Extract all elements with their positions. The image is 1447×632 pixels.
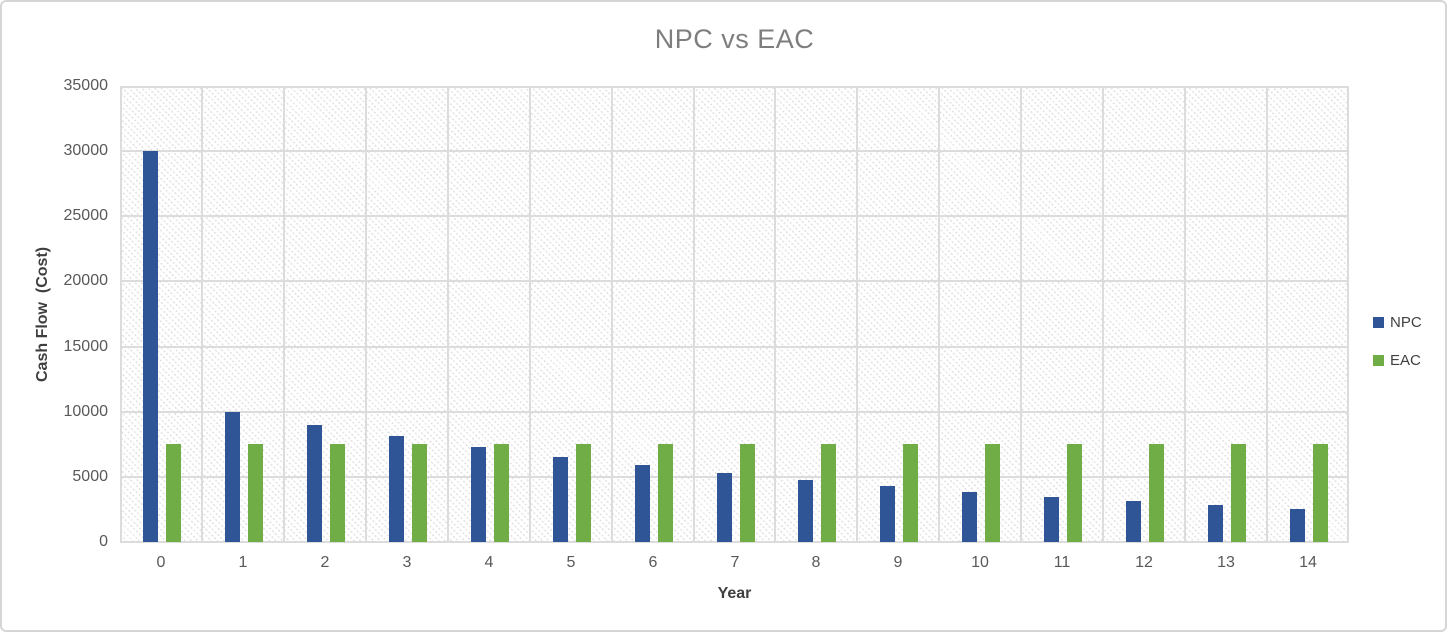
legend: NPC EAC xyxy=(1373,312,1422,388)
bar-eac-year-10 xyxy=(985,444,1000,542)
bar-eac-year-13 xyxy=(1231,444,1246,542)
vertical-gridline xyxy=(120,86,122,542)
x-tick-label: 1 xyxy=(238,554,248,571)
vertical-gridline xyxy=(938,86,940,542)
bar-npc-year-3 xyxy=(389,436,404,542)
vertical-gridline xyxy=(201,86,203,542)
bar-npc-year-7 xyxy=(717,473,732,542)
y-tick-label: 20000 xyxy=(63,272,109,289)
vertical-gridline xyxy=(1020,86,1022,542)
y-tick-label: 30000 xyxy=(63,142,109,159)
horizontal-gridline xyxy=(120,150,1349,152)
legend-swatch-npc xyxy=(1373,317,1384,328)
vertical-gridline xyxy=(1347,86,1349,542)
bar-npc-year-9 xyxy=(880,486,895,542)
vertical-gridline xyxy=(1102,86,1104,542)
x-tick-label: 4 xyxy=(484,554,494,571)
x-tick-label: 13 xyxy=(1217,554,1235,571)
vertical-gridline xyxy=(693,86,695,542)
vertical-gridline xyxy=(283,86,285,542)
bar-npc-year-6 xyxy=(635,465,650,542)
bar-npc-year-5 xyxy=(553,457,568,542)
x-tick-label: 8 xyxy=(811,554,821,571)
bar-eac-year-7 xyxy=(740,444,755,542)
x-tick-label: 2 xyxy=(320,554,330,571)
vertical-gridline xyxy=(365,86,367,542)
x-tick-label: 7 xyxy=(730,554,740,571)
x-tick-label: 3 xyxy=(402,554,412,571)
x-tick-label: 0 xyxy=(156,554,166,571)
x-axis-title: Year xyxy=(717,585,752,602)
bar-eac-year-8 xyxy=(821,444,836,542)
bar-eac-year-5 xyxy=(576,444,591,542)
x-tick-label: 6 xyxy=(648,554,658,571)
bar-eac-year-0 xyxy=(166,444,181,542)
bar-eac-year-11 xyxy=(1067,444,1082,542)
horizontal-gridline xyxy=(120,215,1349,217)
y-tick-label: 5000 xyxy=(72,468,108,485)
y-tick-label: 35000 xyxy=(63,77,109,94)
bar-npc-year-11 xyxy=(1044,497,1059,542)
bar-eac-year-6 xyxy=(658,444,673,542)
legend-item-npc: NPC xyxy=(1373,312,1422,333)
horizontal-gridline xyxy=(120,411,1349,413)
bar-eac-year-9 xyxy=(903,444,918,542)
vertical-gridline xyxy=(856,86,858,542)
bar-npc-year-1 xyxy=(225,412,240,542)
y-tick-label: 0 xyxy=(99,533,108,550)
legend-item-eac: EAC xyxy=(1373,350,1422,371)
bar-eac-year-3 xyxy=(412,444,427,542)
x-tick-label: 14 xyxy=(1299,554,1317,571)
plot-area xyxy=(120,86,1349,543)
bar-npc-year-10 xyxy=(962,492,977,542)
vertical-gridline xyxy=(1266,86,1268,542)
y-tick-label: 25000 xyxy=(63,207,109,224)
x-tick-label: 11 xyxy=(1053,554,1071,571)
bar-npc-year-13 xyxy=(1208,505,1223,542)
vertical-gridline xyxy=(447,86,449,542)
legend-swatch-eac xyxy=(1373,355,1384,366)
horizontal-gridline xyxy=(120,280,1349,282)
x-tick-label: 12 xyxy=(1135,554,1153,571)
vertical-gridline xyxy=(611,86,613,542)
horizontal-gridline xyxy=(120,541,1349,543)
bar-eac-year-1 xyxy=(248,444,263,542)
bar-npc-year-2 xyxy=(307,425,322,542)
bar-eac-year-14 xyxy=(1313,444,1328,542)
x-tick-label: 10 xyxy=(971,554,989,571)
bar-npc-year-4 xyxy=(471,447,486,542)
legend-label-eac: EAC xyxy=(1390,352,1421,369)
vertical-gridline xyxy=(1184,86,1186,542)
x-tick-label: 5 xyxy=(566,554,576,571)
bar-npc-year-14 xyxy=(1290,509,1305,542)
x-tick-label: 9 xyxy=(893,554,903,571)
y-tick-label: 15000 xyxy=(63,338,109,355)
legend-label-npc: NPC xyxy=(1390,314,1422,331)
bar-npc-year-0 xyxy=(143,151,158,542)
horizontal-gridline xyxy=(120,86,1349,88)
bar-eac-year-4 xyxy=(494,444,509,542)
chart-title: NPC vs EAC xyxy=(654,24,815,54)
bar-npc-year-8 xyxy=(798,480,813,542)
horizontal-gridline xyxy=(120,346,1349,348)
y-tick-label: 10000 xyxy=(63,403,109,420)
bar-npc-year-12 xyxy=(1126,501,1141,542)
horizontal-gridline xyxy=(120,476,1349,478)
bar-eac-year-2 xyxy=(330,444,345,542)
bar-eac-year-12 xyxy=(1149,444,1164,542)
vertical-gridline xyxy=(774,86,776,542)
vertical-gridline xyxy=(529,86,531,542)
